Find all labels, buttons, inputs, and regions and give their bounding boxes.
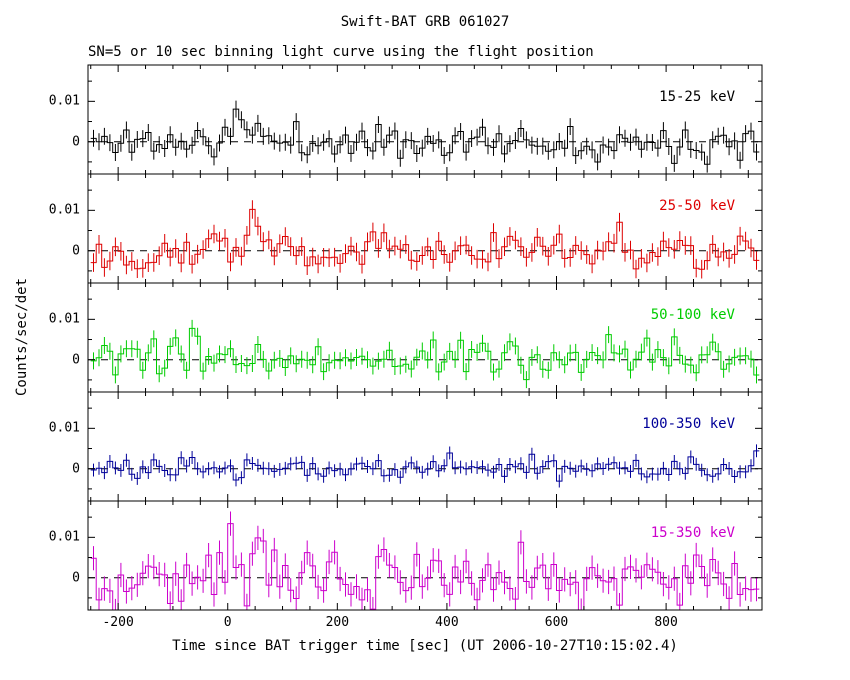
- y-tick-label: 0: [72, 243, 80, 259]
- y-tick-label: 0.01: [48, 420, 80, 436]
- y-tick-label: 0.01: [48, 529, 80, 545]
- panel-label-2: 50-100 keV: [650, 307, 735, 323]
- panel-label-1: 25-50 keV: [659, 198, 735, 214]
- x-tick-label: 0: [223, 615, 232, 630]
- panel-label-3: 100-350 keV: [642, 416, 735, 432]
- y-tick-label: 0.01: [48, 202, 80, 218]
- x-tick-label: 200: [325, 615, 350, 630]
- y-axis-label: Counts/sec/det: [14, 277, 30, 397]
- x-tick-label: 800: [654, 615, 678, 630]
- y-tick-label: 0.01: [48, 311, 80, 327]
- y-tick-label: 0: [72, 134, 80, 150]
- chart-title: Swift-BAT GRB 061027: [340, 14, 510, 30]
- y-tick-label: 0: [72, 570, 80, 586]
- y-tick-label: 0: [72, 461, 80, 477]
- x-tick-label: 400: [435, 615, 459, 630]
- panel-label-0: 15-25 keV: [659, 89, 735, 105]
- y-tick-label: 0: [72, 352, 80, 368]
- x-axis-label: Time since BAT trigger time [sec] (UT 20…: [172, 638, 678, 654]
- x-tick-label: 600: [544, 615, 569, 630]
- chart-subtitle: SN=5 or 10 sec binning light curve using…: [88, 44, 594, 60]
- x-tick-label: -200: [102, 615, 134, 630]
- y-tick-label: 0.01: [48, 93, 80, 109]
- panel-label-4: 15-350 keV: [650, 525, 735, 541]
